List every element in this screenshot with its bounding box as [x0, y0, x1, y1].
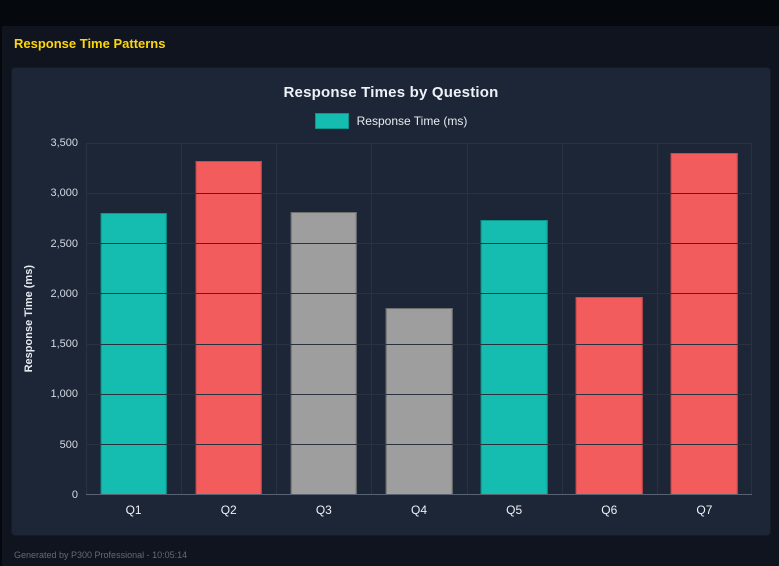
- x-tick-label-q3: Q3: [315, 503, 332, 517]
- chart-legend[interactable]: Response Time (ms): [12, 113, 770, 129]
- x-tick-label-q5: Q5: [506, 503, 523, 517]
- gridline-vertical: [371, 143, 373, 494]
- y-tick-label: 3,000: [50, 187, 78, 200]
- bar-slot: [371, 143, 466, 494]
- gridline-horizontal: [86, 393, 752, 395]
- y-tick-label: 500: [59, 438, 78, 451]
- bar-q5[interactable]: [480, 220, 548, 494]
- page-title: Response Time Patterns: [14, 36, 166, 51]
- gridline-horizontal: [86, 343, 752, 345]
- gridline-vertical: [181, 143, 183, 494]
- x-tick-label-q6: Q6: [601, 503, 618, 517]
- x-tick-label-q2: Q2: [220, 503, 237, 517]
- bar-q1[interactable]: [100, 213, 167, 494]
- chart-title: Response Times by Question: [283, 84, 499, 101]
- bar-q2[interactable]: [195, 161, 262, 494]
- y-tick-label: 2,500: [50, 237, 78, 250]
- bars-layer: [86, 143, 752, 494]
- x-axis-labels: Q1 Q2 Q3 Q4 Q5 Q6 Q7: [86, 495, 752, 525]
- bar-slot: [562, 143, 657, 494]
- gridline-horizontal: [86, 293, 752, 295]
- legend-label: Response Time (ms): [356, 114, 468, 128]
- y-tick-label: 3,500: [50, 137, 78, 149]
- y-axis-title: Response Time (ms): [18, 143, 40, 495]
- gridline-vertical: [561, 143, 563, 494]
- y-tick-label: 1,500: [50, 338, 78, 351]
- gridline-vertical: [86, 143, 87, 494]
- gridline-horizontal: [86, 143, 752, 144]
- gridline-vertical: [276, 143, 278, 494]
- bar-slot: [467, 143, 562, 494]
- plot-column: Q1 Q2 Q3 Q4 Q5 Q6 Q7: [86, 143, 752, 525]
- bar-slot: [276, 143, 371, 494]
- bar-q7[interactable]: [671, 153, 738, 494]
- chart-body: Response Time (ms) 0 500 1,000 1,500 2,000 2,…: [18, 137, 752, 525]
- legend-swatch-teal: [314, 113, 349, 129]
- x-tick-label-q7: Q7: [696, 503, 713, 517]
- chart-panel: Response Times by Question Response Time…: [12, 68, 770, 535]
- gridline-vertical: [466, 143, 468, 494]
- bar-slot: [181, 143, 276, 494]
- footer-text: Generated by P300 Professional - 10:05:1…: [14, 550, 188, 560]
- y-axis-title-text: Response Time (ms): [23, 265, 35, 373]
- x-tick-label-q4: Q4: [410, 503, 427, 517]
- gridline-vertical: [751, 143, 752, 494]
- gridline-horizontal: [86, 243, 752, 245]
- gridline-vertical: [656, 143, 658, 494]
- gridline-horizontal: [86, 193, 752, 195]
- y-tick-label: 2,000: [50, 287, 78, 300]
- page-header: Response Time Patterns: [2, 26, 779, 63]
- bar-q4[interactable]: [385, 308, 453, 494]
- bar-q3[interactable]: [290, 212, 358, 494]
- x-tick-label-q1: Q1: [125, 503, 142, 517]
- bar-slot: [657, 143, 752, 494]
- gridline-horizontal: [86, 443, 752, 445]
- y-axis-ticks: 0 500 1,000 1,500 2,000 2,500 3,000 3,500: [40, 137, 86, 501]
- bar-slot: [86, 143, 181, 494]
- window-top-strip: [2, 0, 779, 26]
- y-tick-label: 0: [71, 489, 78, 501]
- plot-area: [86, 143, 752, 495]
- bar-q6[interactable]: [575, 297, 643, 494]
- y-tick-label: 1,000: [50, 388, 78, 401]
